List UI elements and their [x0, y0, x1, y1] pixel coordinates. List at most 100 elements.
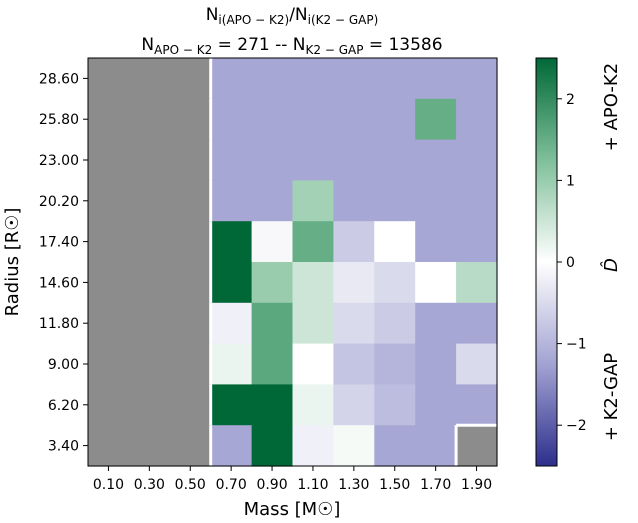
heatmap-cell	[88, 139, 130, 181]
heatmap-cell	[456, 302, 498, 345]
heatmap-cell	[251, 98, 294, 141]
heatmap-cell	[169, 98, 212, 141]
y-tick-label: 11.80	[39, 316, 79, 332]
heatmap-cell	[210, 58, 253, 100]
heatmap-cell	[251, 384, 294, 426]
y-tick-label: 25.80	[39, 112, 79, 128]
heatmap-cell	[128, 58, 171, 100]
heatmap-cell	[292, 139, 334, 181]
heatmap-cell	[210, 98, 253, 141]
colorbar-tick-label: 0	[566, 255, 575, 271]
colorbar	[535, 57, 558, 467]
heatmap-cell	[128, 98, 171, 141]
heatmap-cell	[169, 139, 212, 181]
heatmap-cell	[333, 262, 375, 304]
heatmap-cell	[456, 262, 498, 304]
heatmap-cell	[88, 180, 130, 222]
heatmap-cell	[251, 302, 294, 345]
heatmap-cell	[251, 58, 294, 100]
heatmap-cell	[210, 425, 253, 467]
x-tick-label: 0.30	[134, 477, 165, 493]
y-tick-label: 20.20	[39, 194, 79, 210]
y-tick-label: 23.00	[39, 153, 79, 169]
x-tick-label: 0.50	[175, 477, 206, 493]
heatmap-cell	[128, 425, 171, 467]
heatmap-cell	[333, 343, 375, 385]
heatmap-cell	[169, 180, 212, 222]
y-tick-label: 9.00	[48, 357, 79, 373]
heatmap-cell	[128, 384, 171, 426]
heatmap-cell	[415, 343, 457, 385]
heatmap-cell	[292, 262, 334, 304]
heatmap-cell	[292, 343, 334, 385]
heatmap-cell	[210, 343, 253, 385]
heatmap-cell	[210, 302, 253, 345]
heatmap-cell	[374, 262, 416, 304]
heatmap-cell	[292, 180, 334, 222]
heatmap-cell	[251, 262, 294, 304]
heatmap-cell	[210, 180, 253, 222]
chart-title: Ni(APO − K2)/Ni(K2 − GAP) NAPO − K2 = 27…	[141, 5, 442, 57]
heatmap-cell	[415, 180, 457, 222]
heatmap-cell	[88, 384, 130, 426]
heatmap-cell	[415, 384, 457, 426]
heatmap-cell	[456, 58, 498, 100]
y-tick-label: 14.60	[39, 275, 79, 291]
x-axis-label: Mass [M☉]	[244, 499, 341, 520]
heatmap-cell	[128, 302, 171, 345]
heatmap-cell	[292, 302, 334, 345]
heatmap-cell	[251, 180, 294, 222]
heatmap-cell	[210, 139, 253, 181]
heatmap-cell	[169, 302, 212, 345]
heatmap-cell	[210, 221, 253, 263]
heatmap-cell	[292, 58, 334, 100]
x-tick-label: 0.10	[93, 477, 124, 493]
region-boundary	[209, 58, 497, 466]
heatmap-cell	[88, 221, 130, 263]
heatmap-cell	[333, 58, 375, 100]
title-line-1: Ni(APO − K2)/Ni(K2 − GAP)	[206, 5, 379, 27]
heatmap-cell	[169, 384, 212, 426]
x-tick-label: 0.70	[216, 477, 247, 493]
heatmap-cell	[415, 98, 457, 141]
plot-frame	[87, 57, 498, 467]
heatmap-cell	[456, 425, 498, 467]
colorbar-tick-label: 1	[566, 173, 575, 189]
heatmap-cell	[374, 384, 416, 426]
heatmap-cell	[374, 58, 416, 100]
x-tick-label: 1.70	[420, 477, 451, 493]
y-axis: 3.40 6.20 9.00 11.80 14.60 17.40 20.20 23.00 25.…	[39, 71, 88, 455]
heatmap-cell	[169, 58, 212, 100]
heatmap-cell	[251, 139, 294, 181]
heatmap-cell	[333, 425, 375, 467]
heatmap-cell	[210, 262, 253, 304]
heatmap-cell	[374, 343, 416, 385]
x-tick-label: 1.90	[461, 477, 492, 493]
heatmap-cell	[88, 58, 130, 100]
heatmap-cell	[88, 302, 130, 345]
heatmap-cell	[415, 425, 457, 467]
heatmap-cell	[292, 98, 334, 141]
title-line-2: NAPO − K2 = 271 -- NK2 − GAP = 13586	[141, 35, 442, 57]
colorbar-bottom-label: + K2-GAP	[601, 353, 622, 441]
y-tick-label: 28.60	[39, 71, 79, 87]
heatmap-cell	[128, 221, 171, 263]
heatmap-cell	[88, 262, 130, 304]
heatmap-cell	[374, 98, 416, 141]
heatmap-cell	[292, 425, 334, 467]
heatmap-cell	[374, 139, 416, 181]
heatmap-cell	[169, 425, 212, 467]
heatmap-cell	[88, 98, 130, 141]
x-tick-label: 1.50	[379, 477, 410, 493]
colorbar-ticks: −2 −1 0 1 2	[557, 92, 587, 434]
heatmap-cell	[169, 221, 212, 263]
heatmap-cell	[374, 302, 416, 345]
y-axis-label: Radius [R☉]	[2, 208, 23, 317]
heatmap-cell	[456, 180, 498, 222]
heatmap-cell	[374, 180, 416, 222]
heatmap-cell	[415, 58, 457, 100]
heatmap-cell	[333, 221, 375, 263]
y-tick-label: 17.40	[39, 235, 79, 251]
colorbar-tick-label: −1	[566, 337, 587, 353]
